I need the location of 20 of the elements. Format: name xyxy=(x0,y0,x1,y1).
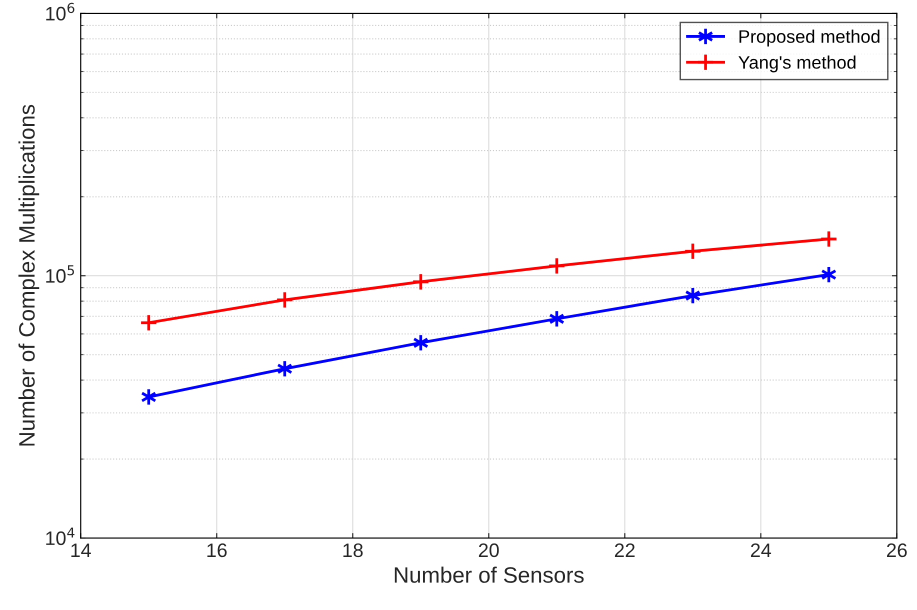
point xyxy=(412,272,430,291)
x-tick-label: 18 xyxy=(343,543,363,558)
x-tick-label: 26 xyxy=(886,543,907,558)
point xyxy=(684,242,702,260)
y-axis-title: Number of Complex Multiplications xyxy=(18,104,40,446)
x-axis-title: Number of Sensors xyxy=(394,566,584,583)
x-tick-label: 16 xyxy=(207,543,227,558)
point xyxy=(276,290,294,309)
legend-label: Proposed method xyxy=(740,30,880,46)
point xyxy=(820,230,838,248)
x-tick-label: 14 xyxy=(71,544,91,557)
x-tick-label: 24 xyxy=(750,543,772,557)
point xyxy=(140,314,158,332)
y-tick-label: 10$^{4}$ xyxy=(46,528,74,546)
y-tick-label: 10$^{5}$ xyxy=(46,265,74,283)
point xyxy=(548,256,566,275)
legend-label: Yang's method xyxy=(738,56,856,72)
y-tick-label: 10$^{6}$ xyxy=(46,2,74,21)
x-tick-label: 22 xyxy=(614,543,635,557)
x-tick-label: 20 xyxy=(478,543,499,558)
